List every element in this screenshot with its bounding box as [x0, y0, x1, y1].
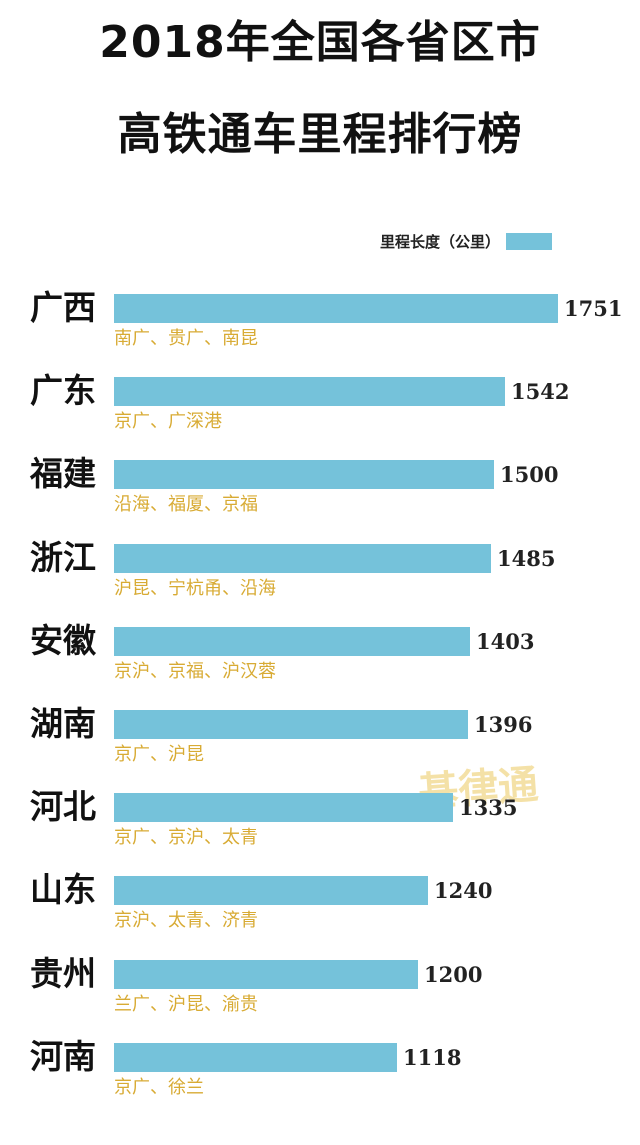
chart-title-line-2: 高铁通车里程排行榜	[117, 109, 523, 160]
bar-mark	[114, 377, 505, 407]
bar-mark	[114, 710, 468, 739]
bar-mark	[114, 876, 428, 906]
route-label: 京广、京沪、太青	[114, 827, 258, 849]
value-label: 1396	[474, 712, 533, 737]
province-label: 河南	[30, 1036, 96, 1076]
value-label: 1118	[403, 1044, 462, 1070]
value-label: 1751	[564, 296, 623, 321]
route-label: 沪昆、宁杭甬、沿海	[114, 577, 276, 599]
chart-legend: 里程长度（公里）	[380, 228, 553, 254]
bar-mark	[114, 460, 494, 490]
bar-mark	[114, 626, 470, 656]
value-label: 1200	[424, 961, 483, 987]
value-label: 1240	[434, 878, 493, 904]
province-label: 河北	[30, 787, 96, 827]
bar-mark	[114, 959, 418, 989]
route-label: 京广、沪昆	[114, 744, 204, 765]
province-label: 广东	[30, 371, 96, 411]
value-label: 1500	[500, 462, 559, 488]
bar-mark	[114, 793, 453, 823]
value-label: 1335	[459, 795, 518, 821]
province-label: 山东	[30, 870, 96, 910]
route-label: 京广、广深港	[114, 411, 222, 433]
legend-label: 里程长度（公里）	[380, 232, 501, 251]
route-label: 兰广、沪昆、渝贵	[114, 993, 258, 1015]
province-label: 福建	[30, 454, 96, 494]
province-label: 湖南	[30, 704, 96, 743]
route-label: 京广、徐兰	[114, 1076, 204, 1098]
route-label: 南广、贵广、南昆	[114, 328, 258, 349]
route-label: 沿海、福厦、京福	[114, 494, 258, 516]
value-label: 1542	[511, 379, 570, 405]
province-label: 安徽	[30, 620, 96, 660]
legend-swatch	[506, 232, 553, 250]
province-label: 贵州	[30, 953, 96, 993]
province-label: 广西	[30, 288, 96, 327]
value-label: 1485	[497, 545, 556, 571]
province-label: 浙江	[30, 537, 96, 577]
bar-mark	[114, 294, 558, 323]
value-label: 1403	[476, 628, 535, 654]
route-label: 京沪、太青、济青	[114, 910, 258, 932]
bar-mark	[114, 1042, 397, 1072]
chart-title-line-1: 2018年全国各省区市	[99, 17, 541, 68]
route-label: 京沪、京福、沪汉蓉	[114, 660, 276, 682]
bar-mark	[114, 543, 491, 573]
